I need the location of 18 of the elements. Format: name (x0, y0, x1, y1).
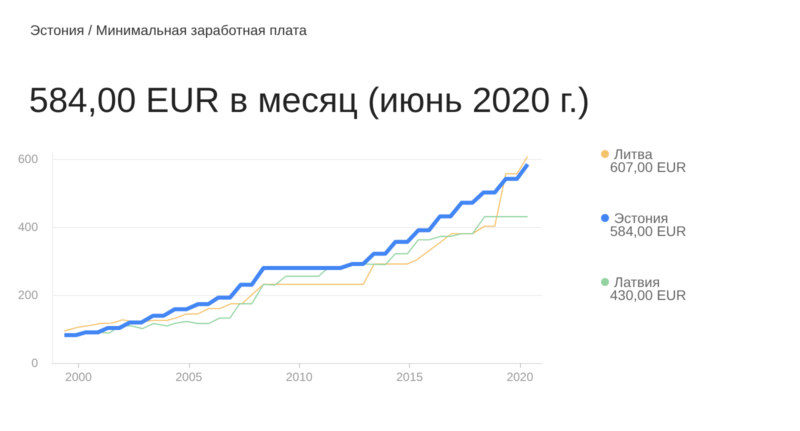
y-tick-label: 200 (18, 288, 38, 302)
legend-label: Литва (614, 146, 653, 162)
line-series (100, 216, 528, 334)
x-tick-label: 2000 (65, 370, 92, 384)
legend-label: Эстония (614, 210, 668, 226)
y-tick-label: 400 (18, 220, 38, 234)
y-tick-label: 0 (31, 356, 38, 370)
chart-title: 584,00 EUR в месяц (июнь 2020 г.) (29, 81, 590, 120)
x-tick-label: 2020 (506, 370, 534, 384)
x-tick-label: 2005 (175, 370, 203, 384)
x-tick-label: 2010 (286, 370, 313, 384)
text: 607,00 EUR (610, 159, 686, 175)
y-tick-label: 600 (18, 152, 38, 166)
text: 584,00 EUR (610, 223, 686, 239)
legend-label: Латвия (614, 274, 660, 290)
x-tick-label: 2015 (396, 370, 424, 384)
chart-subtitle: Эстония / Минимальная заработная плата (30, 22, 307, 38)
text: 430,00 EUR (610, 287, 686, 303)
